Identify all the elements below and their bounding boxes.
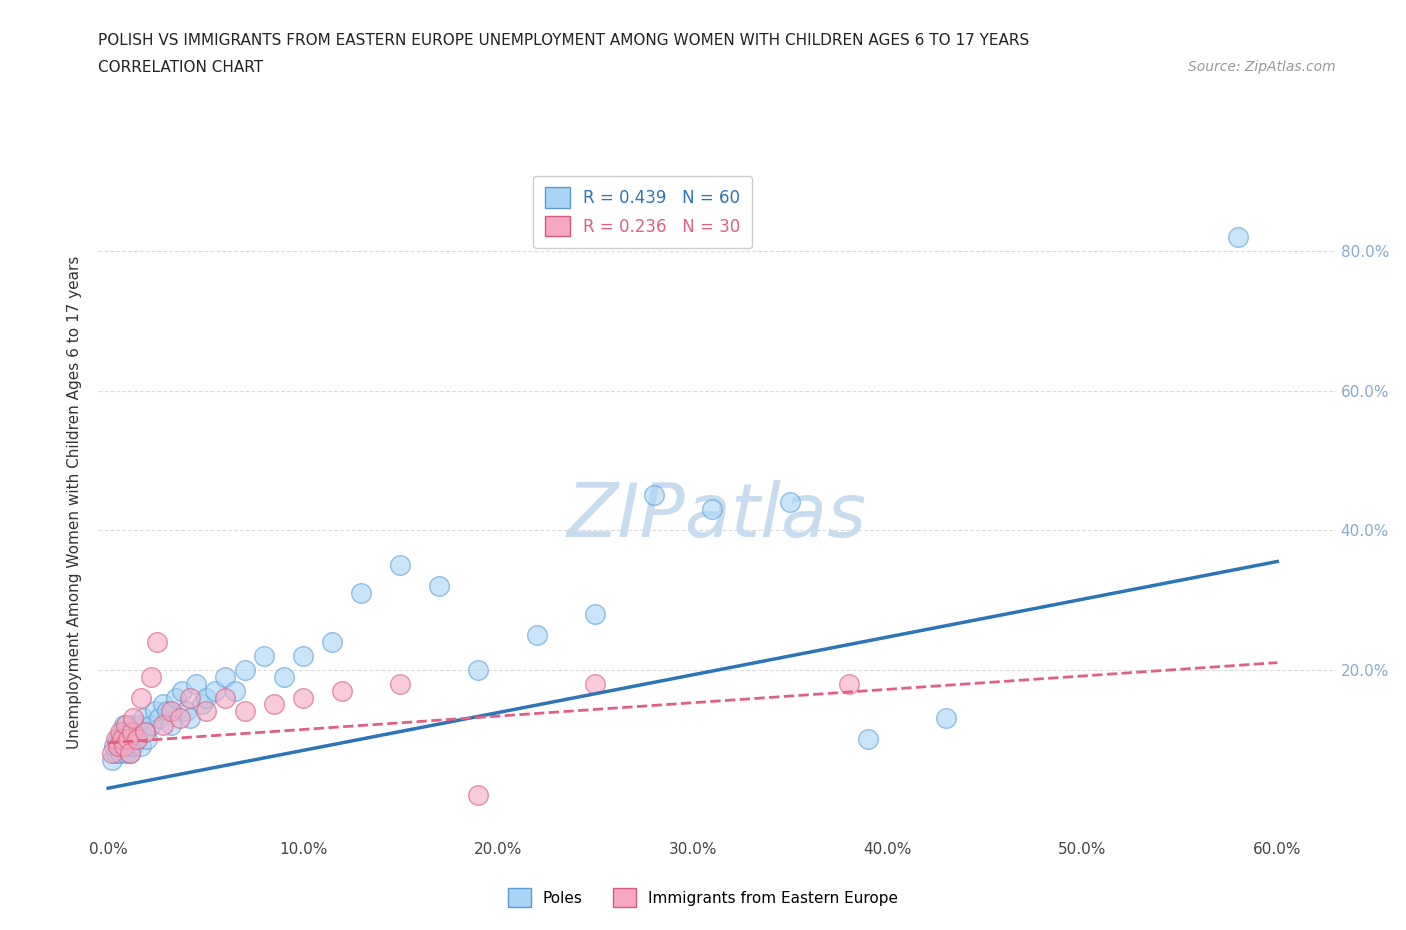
Point [124,725,146,740]
Point [111,739,134,754]
Text: ZIPatlas: ZIPatlas [567,480,868,551]
Point [122,732,145,747]
Point [583,676,606,691]
Point [128,718,150,733]
Point [134,725,156,740]
Text: CORRELATION CHART: CORRELATION CHART [98,60,263,75]
Point [127,732,149,747]
Point [112,732,135,747]
Point [935,711,957,726]
Point [350,586,373,601]
Point [104,746,127,761]
Point [107,739,129,754]
Point [169,711,191,726]
Point [224,684,246,698]
Point [127,732,149,747]
Point [111,732,134,747]
Point [118,746,141,761]
Point [108,746,131,761]
Point [114,746,136,761]
Point [214,690,236,705]
Point [184,676,207,691]
Point [148,711,170,726]
Point [779,495,801,510]
Point [194,690,217,705]
Point [117,732,139,747]
Point [389,676,412,691]
Text: POLISH VS IMMIGRANTS FROM EASTERN EUROPE UNEMPLOYMENT AMONG WOMEN WITH CHILDREN : POLISH VS IMMIGRANTS FROM EASTERN EUROPE… [98,33,1029,47]
Point [292,690,315,705]
Point [233,662,256,677]
Point [467,788,489,803]
Point [1227,230,1250,245]
Y-axis label: Unemployment Among Women with Children Ages 6 to 17 years: Unemployment Among Women with Children A… [67,256,83,749]
Point [103,739,125,754]
Point [583,606,606,621]
Point [190,698,212,712]
Point [121,718,143,733]
Point [330,684,353,698]
Point [112,718,135,733]
Point [179,690,201,705]
Point [214,670,236,684]
Legend: Poles, Immigrants from Eastern Europe: Poles, Immigrants from Eastern Europe [502,883,904,913]
Point [136,732,159,747]
Legend: R = 0.439   N = 60, R = 0.236   N = 30: R = 0.439 N = 60, R = 0.236 N = 30 [533,176,752,248]
Point [146,634,169,649]
Point [129,739,152,754]
Point [139,718,162,733]
Point [156,704,179,719]
Point [117,739,139,754]
Point [702,502,724,517]
Point [429,578,451,593]
Point [292,648,315,663]
Point [118,732,141,747]
Point [121,739,143,754]
Point [159,704,181,719]
Point [132,711,155,726]
Text: Source: ZipAtlas.com: Source: ZipAtlas.com [1188,60,1336,74]
Point [139,670,162,684]
Point [253,648,276,663]
Point [118,746,141,761]
Point [273,670,295,684]
Point [172,684,194,698]
Point [121,725,143,740]
Point [159,718,181,733]
Point [204,684,226,698]
Point [194,704,217,719]
Point [112,739,135,754]
Point [122,711,145,726]
Point [108,725,131,740]
Point [114,732,136,747]
Point [122,739,145,754]
Point [134,725,156,740]
Point [104,732,127,747]
Point [838,676,860,691]
Point [143,704,166,719]
Point [111,725,134,740]
Point [165,690,187,705]
Point [114,718,136,733]
Point [117,725,139,740]
Point [107,732,129,747]
Point [179,711,201,726]
Point [107,739,129,754]
Point [321,634,343,649]
Point [526,628,548,643]
Point [174,704,197,719]
Point [467,662,489,677]
Point [101,746,124,761]
Point [263,698,285,712]
Point [152,718,174,733]
Point [101,753,124,768]
Point [643,488,665,503]
Point [389,558,412,573]
Point [129,690,152,705]
Point [233,704,256,719]
Point [152,698,174,712]
Point [856,732,879,747]
